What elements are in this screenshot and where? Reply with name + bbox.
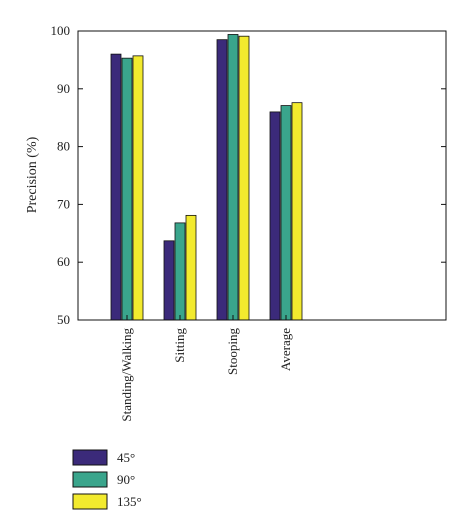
legend-label: 135°	[117, 494, 142, 509]
bars-group	[110, 34, 303, 321]
bar-sitting-series-0	[163, 240, 175, 321]
legend-label: 90°	[117, 472, 135, 487]
bar-standing-walking-series-0	[110, 53, 122, 321]
y-tick-label: 80	[57, 139, 70, 154]
bar-average-series-2	[291, 102, 303, 321]
y-tick-label: 50	[57, 312, 70, 327]
bar-stooping-series-2	[238, 35, 250, 321]
x-tick-label: Stooping	[225, 328, 240, 375]
legend-swatch	[72, 449, 108, 466]
legend-label: 45°	[117, 450, 135, 465]
legend-swatch	[72, 471, 108, 488]
y-tick-label: 100	[51, 23, 71, 38]
bar-standing-walking-series-1	[121, 57, 133, 321]
bar-average-series-1	[280, 105, 292, 321]
y-tick-label: 70	[57, 196, 70, 211]
x-tick-label: Standing/Walking	[119, 328, 134, 422]
bar-sitting-series-2	[185, 214, 197, 321]
x-axis-labels: Standing/Walking Sitting Stooping Average	[119, 315, 293, 422]
y-axis-ticks: 50 60 70 80 90 100	[51, 23, 446, 327]
bar-standing-walking-series-2	[132, 55, 144, 321]
bar-stooping-series-1	[227, 34, 239, 321]
legend-swatch	[72, 493, 108, 510]
bar-sitting-series-1	[174, 222, 186, 321]
legend: 45° 90° 135°	[72, 449, 142, 510]
y-tick-label: 60	[57, 254, 70, 269]
plot-frame	[77, 30, 447, 321]
bar-stooping-series-0	[216, 39, 228, 321]
y-axis-title: Precision (%)	[25, 136, 40, 213]
bar-average-series-0	[269, 111, 281, 321]
y-tick-label: 90	[57, 81, 70, 96]
x-tick-label: Average	[278, 328, 293, 371]
x-tick-label: Sitting	[172, 328, 187, 363]
